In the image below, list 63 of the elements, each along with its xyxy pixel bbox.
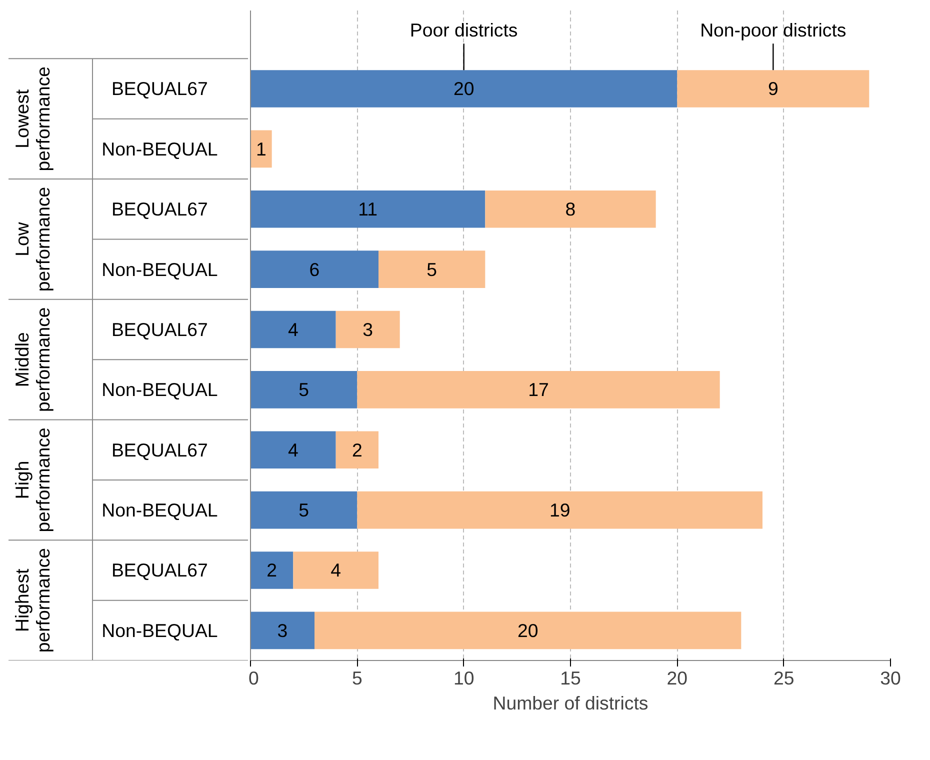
data-label: 2 bbox=[266, 560, 278, 581]
x-tick-label: 20 bbox=[666, 668, 688, 688]
data-label: 5 bbox=[298, 379, 310, 400]
x-tick-label: 15 bbox=[560, 668, 581, 688]
data-label: 19 bbox=[549, 500, 570, 521]
bar bbox=[357, 371, 720, 408]
y-tick-label: Non-BEQUAL bbox=[102, 379, 218, 400]
bar bbox=[357, 491, 762, 529]
data-label: 4 bbox=[288, 439, 298, 460]
x-tick-label: 30 bbox=[880, 668, 901, 688]
bar bbox=[250, 431, 336, 469]
x-tick-label: 10 bbox=[453, 668, 474, 688]
data-label: 6 bbox=[309, 258, 320, 280]
bar bbox=[250, 130, 272, 168]
y-tick-label: BEQUAL67 bbox=[111, 560, 208, 581]
bar bbox=[378, 250, 486, 288]
bar bbox=[336, 431, 378, 469]
data-label: 11 bbox=[358, 198, 378, 220]
bar bbox=[485, 190, 656, 228]
y-tick-label: BEQUAL67 bbox=[111, 318, 208, 340]
bar bbox=[677, 70, 870, 108]
y-tick-label: Non-BEQUAL bbox=[102, 258, 218, 280]
text: Low performance bbox=[12, 186, 54, 292]
text: Middle performance bbox=[12, 307, 54, 412]
bar bbox=[250, 371, 358, 408]
data-label: 5 bbox=[298, 500, 310, 521]
text: Highest performance bbox=[12, 548, 54, 653]
data-label: 8 bbox=[565, 198, 576, 220]
text: Lowest performance bbox=[12, 66, 54, 172]
y-tick-label: Non-BEQUAL bbox=[102, 500, 218, 521]
bar bbox=[250, 190, 486, 228]
data-label: 4 bbox=[330, 560, 342, 581]
bar bbox=[250, 250, 378, 288]
data-label: 3 bbox=[277, 620, 288, 641]
bar bbox=[250, 612, 314, 650]
y-tick-label: BEQUAL67 bbox=[111, 198, 208, 220]
y-tick-label: Non-BEQUAL bbox=[102, 138, 218, 160]
data-label: 20 bbox=[453, 78, 474, 100]
x-tick-label: 25 bbox=[773, 668, 794, 688]
data-label: 20 bbox=[517, 620, 538, 641]
y-tick-label: Non-BEQUAL bbox=[102, 620, 218, 641]
bar bbox=[293, 552, 378, 589]
x-tick-label: 0 bbox=[248, 668, 259, 688]
bar bbox=[314, 612, 742, 650]
data-label: 17 bbox=[528, 379, 549, 400]
data-label: 9 bbox=[768, 78, 778, 100]
y-tick-label: BEQUAL67 bbox=[111, 439, 208, 460]
data-label: 2 bbox=[352, 439, 362, 460]
data-label: 3 bbox=[362, 318, 374, 340]
data-label: 4 bbox=[288, 318, 298, 340]
series-label: Poor districts bbox=[410, 20, 518, 41]
x-tick-label: 5 bbox=[352, 668, 362, 688]
data-label: 5 bbox=[426, 258, 438, 280]
x-axis-title: Number of districts bbox=[492, 692, 648, 714]
bar bbox=[336, 310, 400, 348]
text: High performance bbox=[12, 428, 54, 532]
bar bbox=[250, 552, 294, 589]
data-label: 1 bbox=[256, 138, 266, 160]
bar bbox=[250, 491, 358, 529]
y-tick-label: BEQUAL67 bbox=[111, 78, 208, 100]
bar bbox=[250, 70, 678, 108]
series-label: Non-poor districts bbox=[700, 20, 846, 41]
bar bbox=[250, 310, 336, 348]
